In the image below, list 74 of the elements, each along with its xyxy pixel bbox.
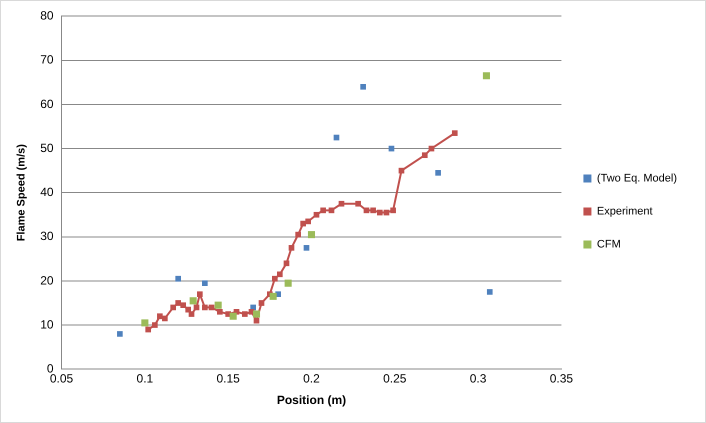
x-tick-label: 0.1: [136, 372, 154, 386]
point: [360, 84, 366, 90]
point: [272, 276, 278, 282]
point: [398, 168, 404, 174]
x-tick-label: 0.15: [216, 372, 240, 386]
point: [180, 302, 186, 308]
point: [230, 312, 237, 320]
point: [117, 331, 123, 337]
legend-label: Experiment: [596, 206, 653, 218]
point: [284, 260, 290, 266]
point: [208, 304, 214, 310]
x-tick-label: 0.25: [383, 372, 407, 386]
legend-label: CFM: [596, 238, 621, 251]
x-tick-label: 0.2: [303, 372, 320, 386]
point: [258, 300, 264, 306]
point: [304, 245, 310, 251]
x-tick-label: 0.35: [550, 372, 574, 386]
point: [295, 232, 301, 238]
point: [486, 289, 493, 295]
point: [308, 231, 316, 238]
point: [355, 200, 361, 207]
point: [284, 280, 292, 287]
point: [217, 309, 223, 315]
point: [202, 280, 208, 286]
point: [190, 297, 197, 304]
y-tick-label: 80: [40, 8, 54, 23]
point: [334, 134, 340, 140]
y-tick-label: 60: [40, 96, 54, 111]
point: [175, 276, 182, 282]
point: [422, 152, 428, 158]
point: [314, 212, 320, 218]
y-tick-label: 50: [40, 140, 54, 155]
point: [328, 208, 334, 214]
point: [384, 210, 390, 216]
point: [390, 208, 396, 214]
point: [270, 292, 277, 300]
x-tick-label: 0.3: [470, 372, 487, 386]
point: [202, 304, 208, 310]
point: [338, 200, 344, 207]
point: [452, 130, 458, 136]
point: [194, 304, 200, 310]
y-axis-title: Flame Speed (m/s): [16, 144, 28, 242]
point: [214, 302, 222, 309]
y-tick-label: 40: [40, 185, 54, 200]
point: [254, 318, 260, 324]
point: [276, 272, 283, 278]
y-tick-label: 20: [40, 273, 54, 288]
x-axis-title: Position (m): [276, 393, 346, 408]
point: [305, 218, 311, 224]
point: [188, 311, 194, 317]
point: [388, 146, 394, 152]
point: [364, 208, 370, 214]
point: [300, 220, 306, 226]
point: [252, 310, 260, 318]
y-tick-label: 70: [40, 52, 54, 67]
point: [435, 170, 441, 176]
y-tick-label: 10: [40, 317, 54, 332]
point: [320, 208, 326, 214]
point: [370, 208, 376, 214]
point: [145, 326, 152, 332]
point: [428, 146, 434, 152]
x-tick-label: 0.05: [50, 372, 74, 386]
point: [141, 319, 148, 326]
point: [376, 210, 383, 216]
point: [197, 291, 203, 298]
point: [152, 322, 158, 328]
point: [162, 316, 168, 322]
y-tick-label: 30: [40, 229, 54, 244]
legend-label: (Two Eq. Model): [596, 172, 678, 185]
point: [242, 311, 248, 317]
point: [175, 300, 182, 306]
point: [170, 304, 176, 310]
point: [482, 72, 490, 80]
point: [288, 245, 294, 251]
